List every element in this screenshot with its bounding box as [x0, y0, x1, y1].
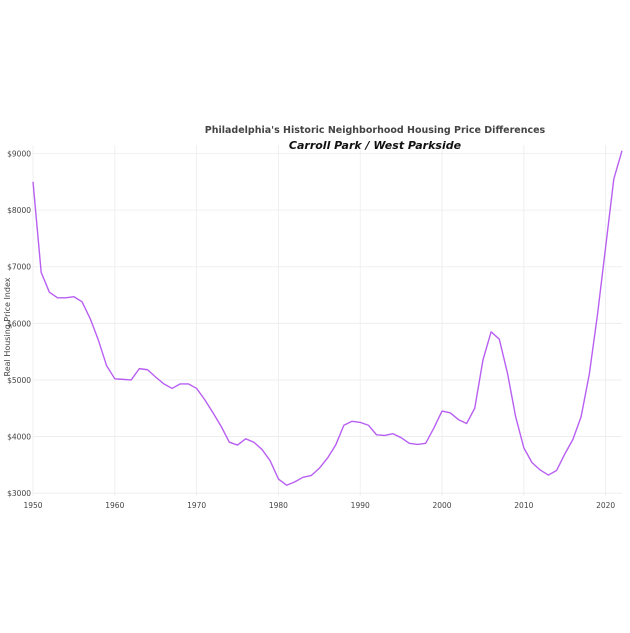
x-tick-label: 2020	[596, 501, 615, 510]
x-tick-label: 1980	[269, 501, 288, 510]
chart-title: Philadelphia's Historic Neighborhood Hou…	[205, 125, 546, 136]
x-tick-label: 2010	[514, 501, 533, 510]
y-tick-label: $7000	[7, 263, 31, 272]
y-tick-label: $6000	[7, 319, 31, 328]
y-axis-ticks: $3000 $4000 $5000 $6000 $7000 $8000 $9000	[7, 149, 31, 498]
x-tick-label: 2000	[432, 501, 451, 510]
price-index-line	[32, 150, 623, 486]
x-tick-label: 1990	[351, 501, 370, 510]
x-axis-ticks: 1950 1960 1970 1980 1990 2000 2010 2020	[23, 501, 615, 510]
y-tick-label: $5000	[7, 376, 31, 385]
y-axis-label: Real Housing Price Index	[3, 277, 12, 376]
y-tick-label: $4000	[7, 433, 31, 442]
y-tick-label: $9000	[7, 149, 31, 158]
y-tick-label: $8000	[7, 206, 31, 215]
chart-subtitle: Carroll Park / West Parkside	[289, 139, 462, 152]
y-tick-label: $3000	[7, 489, 31, 498]
grid-lines	[32, 145, 622, 496]
x-tick-label: 1970	[187, 501, 206, 510]
x-tick-label: 1960	[105, 501, 124, 510]
x-tick-label: 1950	[23, 501, 42, 510]
